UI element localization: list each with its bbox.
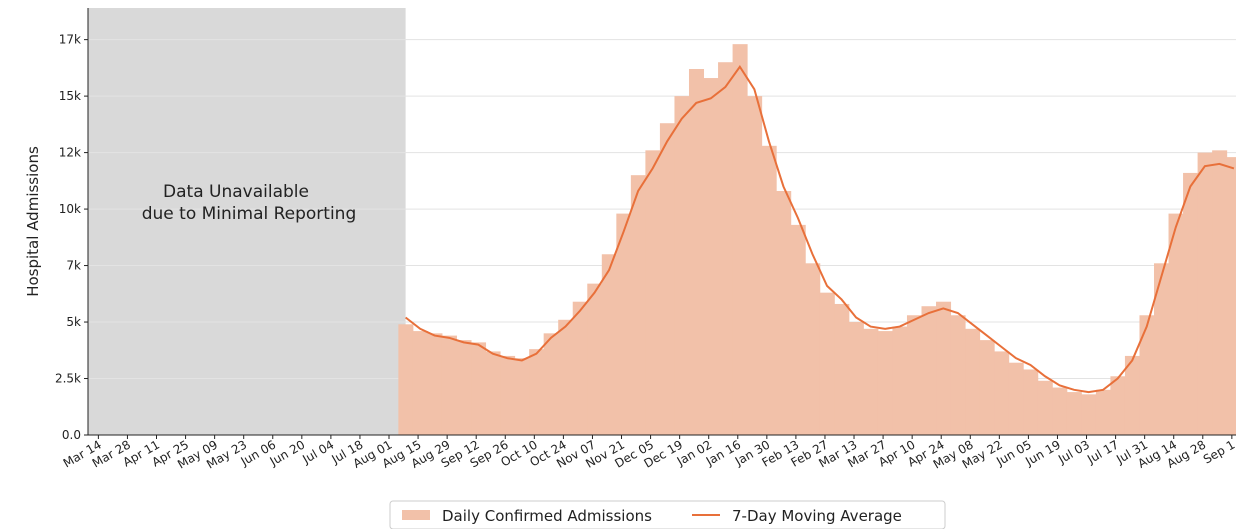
bar bbox=[398, 324, 414, 435]
bar bbox=[674, 96, 690, 435]
bar bbox=[601, 254, 617, 435]
bar bbox=[1183, 172, 1199, 435]
bar bbox=[630, 175, 646, 435]
y-tick-label: 10k bbox=[59, 202, 81, 216]
bar bbox=[1052, 387, 1068, 435]
bar bbox=[456, 340, 472, 435]
bar bbox=[1110, 376, 1126, 435]
bar bbox=[863, 328, 879, 435]
legend-label: 7-Day Moving Average bbox=[732, 507, 902, 525]
bar bbox=[1008, 362, 1024, 435]
legend-swatch bbox=[402, 510, 430, 520]
bar bbox=[877, 331, 893, 435]
line bbox=[405, 64, 1235, 394]
bar bbox=[1197, 152, 1213, 435]
bar bbox=[790, 224, 806, 435]
bar bbox=[500, 355, 516, 435]
bar bbox=[834, 303, 850, 435]
legend-label: Daily Confirmed Admissions bbox=[442, 507, 652, 525]
y-axis-label: Hospital Admissions bbox=[24, 146, 42, 297]
bar bbox=[1154, 263, 1170, 435]
bar bbox=[587, 283, 603, 435]
bar bbox=[616, 213, 632, 435]
bar bbox=[761, 145, 777, 435]
bar bbox=[1037, 380, 1053, 435]
bar bbox=[979, 340, 995, 435]
bar bbox=[805, 263, 821, 435]
bar bbox=[1226, 157, 1236, 435]
annotation: due to Minimal Reporting bbox=[142, 204, 357, 224]
bar bbox=[572, 301, 588, 435]
bar bbox=[485, 351, 501, 435]
y-tick-label: 17k bbox=[59, 33, 81, 47]
bar bbox=[1023, 369, 1039, 435]
bar bbox=[441, 335, 457, 435]
y-tick-label: 2.5k bbox=[55, 372, 81, 386]
bar bbox=[471, 342, 487, 435]
bar bbox=[659, 123, 675, 435]
y-tick-label: 0.0 bbox=[62, 428, 81, 442]
bar bbox=[688, 69, 705, 435]
bar bbox=[645, 150, 661, 435]
bar bbox=[950, 315, 966, 435]
bar bbox=[819, 292, 835, 435]
bar bbox=[921, 306, 937, 435]
bar bbox=[994, 351, 1010, 435]
plot-area bbox=[88, 8, 1236, 435]
bar bbox=[776, 191, 792, 435]
y-tick-label: 7k bbox=[66, 259, 81, 273]
bar bbox=[1081, 394, 1097, 435]
annotation: Data Unavailable bbox=[163, 182, 309, 202]
bar bbox=[1168, 213, 1184, 435]
y-tick-label: 5k bbox=[66, 315, 81, 329]
bar bbox=[543, 333, 559, 435]
bar bbox=[906, 315, 922, 435]
bar bbox=[427, 333, 443, 435]
y-tick-label: 12k bbox=[59, 146, 81, 160]
unavailable-region bbox=[88, 8, 406, 435]
bar bbox=[1124, 355, 1140, 435]
bar bbox=[412, 331, 428, 435]
y-tick-label: 15k bbox=[59, 89, 81, 103]
bar bbox=[732, 44, 748, 435]
x-tick-label: Jul 04 bbox=[299, 437, 336, 466]
bar bbox=[747, 96, 763, 435]
bar bbox=[1066, 392, 1082, 435]
x-tick-label: Sep 1 bbox=[1201, 437, 1236, 466]
bar bbox=[703, 78, 719, 435]
bar bbox=[718, 62, 734, 435]
bar bbox=[558, 319, 574, 435]
bar bbox=[936, 301, 952, 435]
bar bbox=[848, 322, 864, 435]
x-tick-label: Jul 03 bbox=[1055, 437, 1092, 466]
bar bbox=[965, 328, 981, 435]
x-tick-label: Jul 17 bbox=[1084, 437, 1121, 466]
bar bbox=[1212, 150, 1228, 435]
bar bbox=[514, 358, 530, 435]
bar bbox=[892, 326, 908, 435]
bar bbox=[1095, 389, 1111, 435]
bar bbox=[529, 349, 545, 435]
bar bbox=[1139, 315, 1155, 435]
legend-box bbox=[389, 500, 946, 529]
